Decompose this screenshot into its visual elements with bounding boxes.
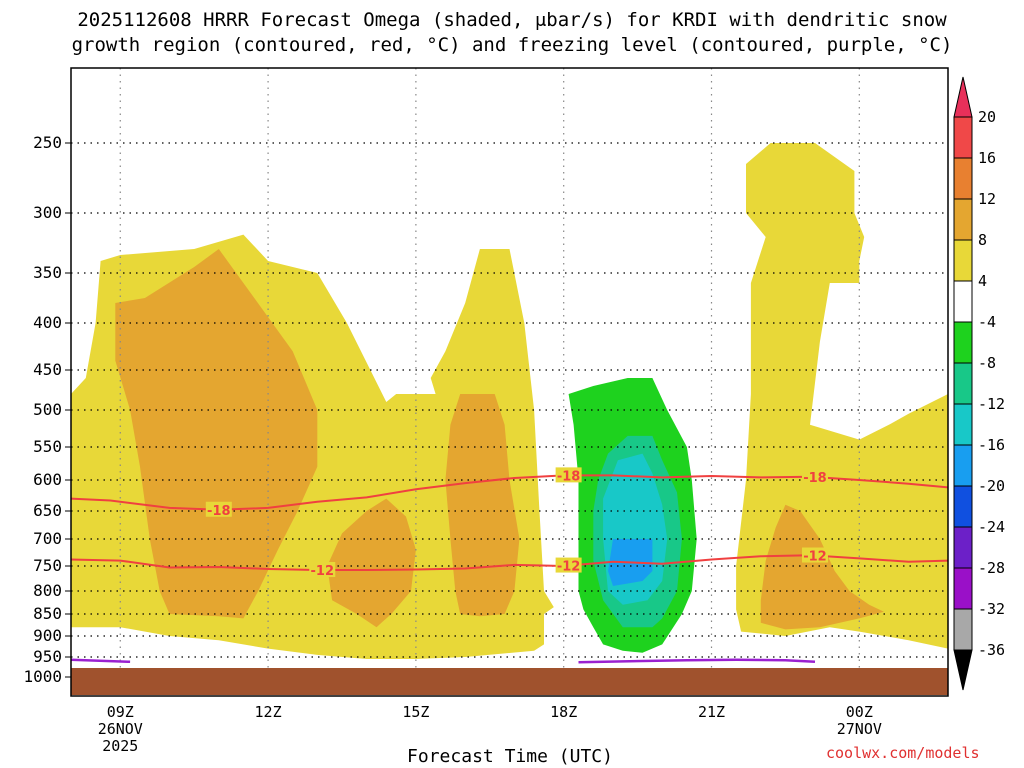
y-tick-label-14: 950 xyxy=(33,647,62,666)
colorbar-label-8: -16 xyxy=(978,436,1006,454)
y-tick-label-8: 650 xyxy=(33,501,62,520)
colorbar-swatch-7 xyxy=(953,403,973,446)
colorbar-label-0: 20 xyxy=(978,108,997,126)
x-tick-label-1-line-0: 12Z xyxy=(254,703,282,721)
colorbar xyxy=(953,76,973,691)
colorbar-swatch-6 xyxy=(953,362,973,405)
x-tick-label-1: 12Z xyxy=(223,704,313,721)
colorbar-swatch-4 xyxy=(953,280,973,323)
colorbar-label-6: -8 xyxy=(978,354,997,372)
colorbar-swatch-11 xyxy=(953,567,973,610)
omega-region-5 xyxy=(760,504,884,630)
y-tick-label-2: 350 xyxy=(33,263,62,282)
y-tick-label-10: 750 xyxy=(33,556,62,575)
colorbar-swatch-8 xyxy=(953,444,973,487)
dgz-top-label-1-bg xyxy=(205,501,232,517)
colorbar-label-9: -20 xyxy=(978,477,1006,495)
y-tick-label-11: 800 xyxy=(33,581,62,600)
x-tick-label-4: 21Z xyxy=(667,704,757,721)
x-tick-label-2: 15Z xyxy=(371,704,461,721)
x-tick-label-3: 18Z xyxy=(519,704,609,721)
colorbar-swatch-2 xyxy=(953,198,973,241)
colorbar-swatch-9 xyxy=(953,485,973,528)
x-tick-label-3-line-0: 18Z xyxy=(550,703,578,721)
contours: -18 -18 -18 -12 -12 -12 xyxy=(70,467,949,664)
y-tick-label-6: 550 xyxy=(33,437,62,456)
y-tick-label-1: 300 xyxy=(33,203,62,222)
x-tick-label-0-line-0: 09Z xyxy=(106,703,134,721)
dgz-bottom-label-3: -12 xyxy=(803,550,827,565)
dgz-bottom-label-1: -12 xyxy=(311,564,335,579)
colorbar-swatch-12 xyxy=(953,608,973,651)
colorbar-label-5: -4 xyxy=(978,313,997,331)
freezing-level-contour-0 xyxy=(70,658,131,664)
y-tick-label-4: 450 xyxy=(33,360,62,379)
dgz-top-label-3-bg xyxy=(801,469,828,485)
colorbar-label-2: 12 xyxy=(978,190,997,208)
colorbar-label-4: 4 xyxy=(978,272,988,290)
x-axis-title: Forecast Time (UTC) xyxy=(407,746,613,767)
grid-lines xyxy=(65,68,948,696)
colorbar-label-13: -36 xyxy=(978,641,1006,659)
y-tick-label-5: 500 xyxy=(33,400,62,419)
plot-frame xyxy=(70,67,949,697)
x-tick-label-0-line-1: 26NOV xyxy=(97,720,143,738)
colorbar-swatch-3 xyxy=(953,239,973,282)
dgz-top-label-2-bg xyxy=(555,467,582,483)
omega-region-3 xyxy=(445,394,520,617)
y-tick-label-9: 700 xyxy=(33,529,62,548)
colorbar-label-3: 8 xyxy=(978,231,988,249)
x-tick-label-5-line-1: 27NOV xyxy=(836,720,882,738)
surface-terrain xyxy=(71,668,948,695)
x-tick-label-5-line-0: 00Z xyxy=(845,703,873,721)
x-tick-label-5: 00Z 27NOV xyxy=(814,704,904,738)
omega-region-2 xyxy=(327,498,416,628)
colorbar-top-arrow xyxy=(953,76,973,118)
dgz-bottom-label-2: -12 xyxy=(557,560,581,575)
y-tick-label-0: 250 xyxy=(33,133,62,152)
x-tick-label-2-line-0: 15Z xyxy=(402,703,430,721)
chart-title-line1: 2025112608 HRRR Forecast Omega (shaded, … xyxy=(77,9,947,31)
colorbar-swatch-5 xyxy=(953,321,973,364)
credit-text: coolwx.com/models xyxy=(826,744,980,762)
y-tick-label-3: 400 xyxy=(33,313,62,332)
colorbar-label-12: -32 xyxy=(978,600,1006,618)
freezing-level-contour-1 xyxy=(578,658,816,664)
colorbar-label-7: -12 xyxy=(978,395,1006,413)
colorbar-swatch-10 xyxy=(953,526,973,569)
y-tick-label-15: 1000 xyxy=(23,667,62,686)
x-tick-label-0-line-2: 2025 xyxy=(102,737,139,755)
dgz-top-label-1: -18 xyxy=(207,504,231,519)
colorbar-swatch-0 xyxy=(953,116,973,159)
chart-title-line2: growth region (contoured, red, °C) and f… xyxy=(71,34,953,56)
y-tick-label-13: 900 xyxy=(33,626,62,645)
dgz-bottom-label-3-bg xyxy=(801,547,828,563)
colorbar-swatch-1 xyxy=(953,157,973,200)
dgz-top-label-2: -18 xyxy=(557,469,581,484)
colorbar-label-1: 16 xyxy=(978,149,997,167)
y-tick-label-7: 600 xyxy=(33,470,62,489)
x-tick-label-4-line-0: 21Z xyxy=(697,703,726,721)
omega-region-1 xyxy=(115,249,318,619)
y-tick-label-12: 850 xyxy=(33,604,62,623)
colorbar-label-11: -28 xyxy=(978,559,1006,577)
x-tick-label-0: 09Z 26NOV 2025 xyxy=(75,704,165,755)
colorbar-label-10: -24 xyxy=(978,518,1006,536)
dgz-top-label-3: -18 xyxy=(803,471,827,486)
dgz-bottom-label-1-bg xyxy=(309,562,336,577)
dgz-bottom-label-2-bg xyxy=(555,557,582,573)
colorbar-bottom-arrow xyxy=(953,649,973,691)
